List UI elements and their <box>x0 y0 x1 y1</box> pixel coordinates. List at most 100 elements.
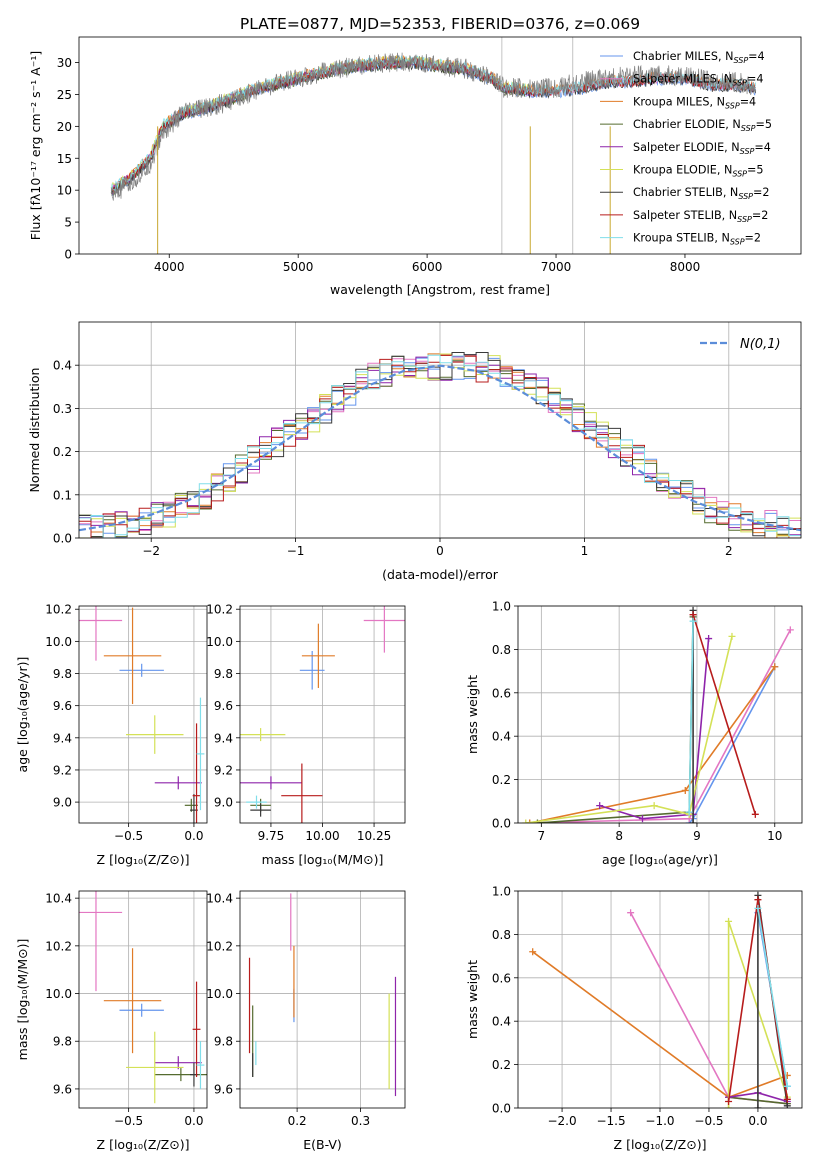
weight-marker-salpeter_elodie <box>596 802 604 810</box>
y-tick-label: 0.8 <box>492 928 511 942</box>
x-tick-label: −1.0 <box>645 1114 674 1128</box>
weight-marker-kroupa_stelib <box>689 617 697 625</box>
weight-marker-salpeter_miles <box>786 626 794 634</box>
legend-label-sub: SSP <box>733 56 748 65</box>
y-tick-label: 5 <box>64 216 72 230</box>
legend-label-gaussian: N(0,1) <box>740 337 781 352</box>
y-tick-label: 25 <box>57 88 72 102</box>
x-axis-label: (data-model)/error <box>382 567 499 582</box>
x-tick-label: 0 <box>436 544 444 558</box>
y-tick-label: 30 <box>57 56 72 70</box>
y-tick-label: 9.8 <box>53 1035 72 1049</box>
legend-label-chabrier_miles: Chabrier MILES, NSSP=4 <box>633 50 765 65</box>
weight-marker-kroupa_stelib <box>754 904 762 912</box>
weight-marker-salpeter_stelib <box>783 1095 791 1103</box>
y-tick-label: 9.8 <box>214 1035 233 1049</box>
legend-label-sub: SSP <box>730 238 745 247</box>
y-tick-label: 10.2 <box>206 603 233 617</box>
weight-line-chabrier_miles <box>688 666 776 823</box>
y-axis-label: mass weight <box>465 960 480 1039</box>
massweight_vs_age-panel: 7 8 9 10 0.0 0.2 0.4 0.6 0.8 1.0 age [log₁₀(age/yr… <box>465 600 803 867</box>
y-tick-label: 0.2 <box>53 445 72 459</box>
hist-step-kroupa_stelib <box>79 354 801 538</box>
mass_vs_ebv-panel: 0.2 0.3 9.6 9.8 10.0 10.2 10.4 E(B-V) <box>206 890 406 1152</box>
y-tick-label: 9.0 <box>214 796 233 810</box>
y-tick-label: 0.6 <box>492 686 511 700</box>
y-axis-label: age [log₁₀(age/yr)] <box>15 657 30 773</box>
x-tick-label: 9.75 <box>258 829 285 843</box>
weight-marker-salpeter_elodie <box>638 815 646 823</box>
weight-marker-kroupa_elodie <box>522 819 530 823</box>
weight-lines <box>522 606 794 823</box>
weight-marker-salpeter_stelib <box>754 896 762 904</box>
y-tick-label: 9.4 <box>214 731 233 745</box>
massweight_vs_Z-panel: −2.0 −1.5 −1.0 −0.5 0.0 0.0 0.2 0.4 0.6 0.8 1.0 Z [… <box>465 885 803 1152</box>
weight-marker-chabrier_stelib <box>783 1102 791 1108</box>
histogram-steps <box>79 352 801 538</box>
weight-marker-salpeter_stelib <box>725 1097 733 1105</box>
y-tick-label: 10 <box>57 184 72 198</box>
legend-label-kroupa_elodie: Kroupa ELODIE, NSSP=5 <box>633 164 764 179</box>
weight-line-kroupa_elodie <box>525 636 733 823</box>
legend-label-salpeter_stelib: Salpeter STELIB, NSSP=2 <box>633 209 768 224</box>
y-tick-label: 9.8 <box>214 667 233 681</box>
plot-frame <box>78 36 802 255</box>
x-axis-label: age [log₁₀(age/yr)] <box>602 852 718 867</box>
weight-marker-salpeter_stelib <box>751 810 759 818</box>
legend-label-tail: =4 <box>740 95 757 108</box>
y-tick-label: 9.4 <box>53 731 72 745</box>
x-tick-label: 7000 <box>541 260 572 274</box>
x-tick-label: 10 <box>767 829 782 843</box>
weight-line-salpeter_miles <box>529 629 792 823</box>
age_vs_Z-panel: −0.5 0.0 9.0 9.2 9.4 9.6 9.8 10.0 10.2 Z [log₁₀(Z… <box>15 603 208 867</box>
legend-label-sub: SSP <box>741 124 756 133</box>
model-line-chabrier_elodie <box>110 58 531 197</box>
y-tick-label: 0.3 <box>53 402 72 416</box>
legend-label-sub: SSP <box>740 147 755 156</box>
legend-label-main: Chabrier STELIB, N <box>633 186 738 199</box>
weight-marker-kroupa_miles <box>526 819 534 823</box>
y-tick-label: 0.0 <box>492 1102 511 1116</box>
weight-line-chabrier_elodie <box>537 616 694 823</box>
weight-line-kroupa_miles <box>529 666 776 823</box>
legend-label-kroupa_stelib: Kroupa STELIB, NSSP=2 <box>633 232 761 247</box>
x-tick-label: −0.5 <box>114 829 143 843</box>
x-axis-label: Z [log₁₀(Z/Z⊙)] <box>97 1137 190 1152</box>
x-tick-label: 9 <box>693 829 701 843</box>
x-tick-label: 10.25 <box>357 829 391 843</box>
weight-marker-kroupa_elodie <box>650 802 658 810</box>
y-tick-label: 10.0 <box>206 635 233 649</box>
legend-label-sub: SSP <box>725 101 740 110</box>
weight-marker-kroupa_miles <box>771 663 779 671</box>
x-axis-label: Z [log₁₀(Z/Z⊙)] <box>614 1137 707 1152</box>
y-tick-label: 9.2 <box>214 763 233 777</box>
weight-lines <box>529 891 791 1108</box>
y-axis-label: mass weight <box>465 675 480 754</box>
legend-label-sub: SSP <box>737 215 752 224</box>
x-axis-label: mass [log₁₀(M/M⊙)] <box>262 852 384 867</box>
error-bars <box>240 606 405 823</box>
x-tick-label: 0.0 <box>184 829 203 843</box>
x-axis-label: wavelength [Angstrom, rest frame] <box>330 282 550 297</box>
weight-marker-kroupa_stelib <box>783 1082 791 1090</box>
legend-label-tail: =2 <box>745 232 762 245</box>
x-tick-label: −0.5 <box>694 1114 723 1128</box>
y-tick-label: 0.0 <box>53 532 72 546</box>
legend-label-tail: =4 <box>754 141 771 154</box>
legend-label-tail: =2 <box>753 186 770 199</box>
legend-label-sub: SSP <box>738 192 753 201</box>
x-tick-label: 0.0 <box>748 1114 767 1128</box>
y-tick-label: 20 <box>57 120 72 134</box>
data-spectrum-line <box>110 52 757 201</box>
y-tick-label: 0.1 <box>53 488 72 502</box>
y-tick-label: 0.4 <box>492 1015 511 1029</box>
legend-label-main: Kroupa MILES, N <box>633 95 725 108</box>
plot-frame <box>517 890 803 1109</box>
y-tick-label: 10.2 <box>45 603 72 617</box>
legend-label-main: Chabrier ELODIE, N <box>633 118 741 131</box>
gaussian-curve <box>79 364 801 532</box>
weight-marker-kroupa_miles <box>529 948 537 956</box>
plot-frame <box>78 605 208 824</box>
x-tick-label: 0.2 <box>288 1114 307 1128</box>
